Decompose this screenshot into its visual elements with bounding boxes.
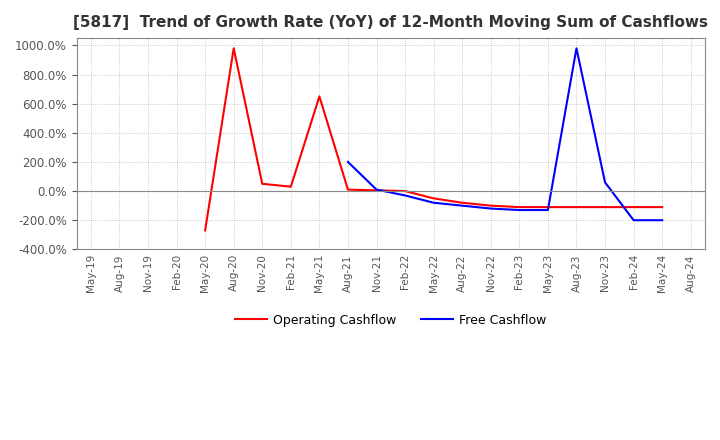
Free Cashflow <box>600 180 609 185</box>
Operating Cashflow <box>201 228 210 233</box>
Operating Cashflow <box>287 184 295 189</box>
Operating Cashflow <box>230 46 238 51</box>
Operating Cashflow <box>572 205 581 210</box>
Operating Cashflow <box>515 205 523 210</box>
Legend: Operating Cashflow, Free Cashflow: Operating Cashflow, Free Cashflow <box>230 309 552 332</box>
Operating Cashflow <box>429 196 438 201</box>
Title: [5817]  Trend of Growth Rate (YoY) of 12-Month Moving Sum of Cashflows: [5817] Trend of Growth Rate (YoY) of 12-… <box>73 15 708 30</box>
Operating Cashflow <box>629 205 638 210</box>
Operating Cashflow <box>315 94 324 99</box>
Operating Cashflow <box>600 205 609 210</box>
Operating Cashflow <box>258 181 266 187</box>
Free Cashflow <box>343 159 352 165</box>
Operating Cashflow <box>372 188 381 193</box>
Free Cashflow <box>487 206 495 211</box>
Operating Cashflow <box>544 205 552 210</box>
Free Cashflow <box>515 207 523 213</box>
Operating Cashflow <box>401 188 410 194</box>
Operating Cashflow <box>343 187 352 192</box>
Operating Cashflow <box>487 203 495 208</box>
Free Cashflow <box>658 217 667 223</box>
Free Cashflow <box>458 203 467 208</box>
Free Cashflow <box>401 193 410 198</box>
Free Cashflow <box>572 46 581 51</box>
Line: Free Cashflow: Free Cashflow <box>348 48 662 220</box>
Free Cashflow <box>372 187 381 192</box>
Free Cashflow <box>629 217 638 223</box>
Free Cashflow <box>544 207 552 213</box>
Free Cashflow <box>429 200 438 205</box>
Operating Cashflow <box>458 200 467 205</box>
Line: Operating Cashflow: Operating Cashflow <box>205 48 662 231</box>
Operating Cashflow <box>658 205 667 210</box>
